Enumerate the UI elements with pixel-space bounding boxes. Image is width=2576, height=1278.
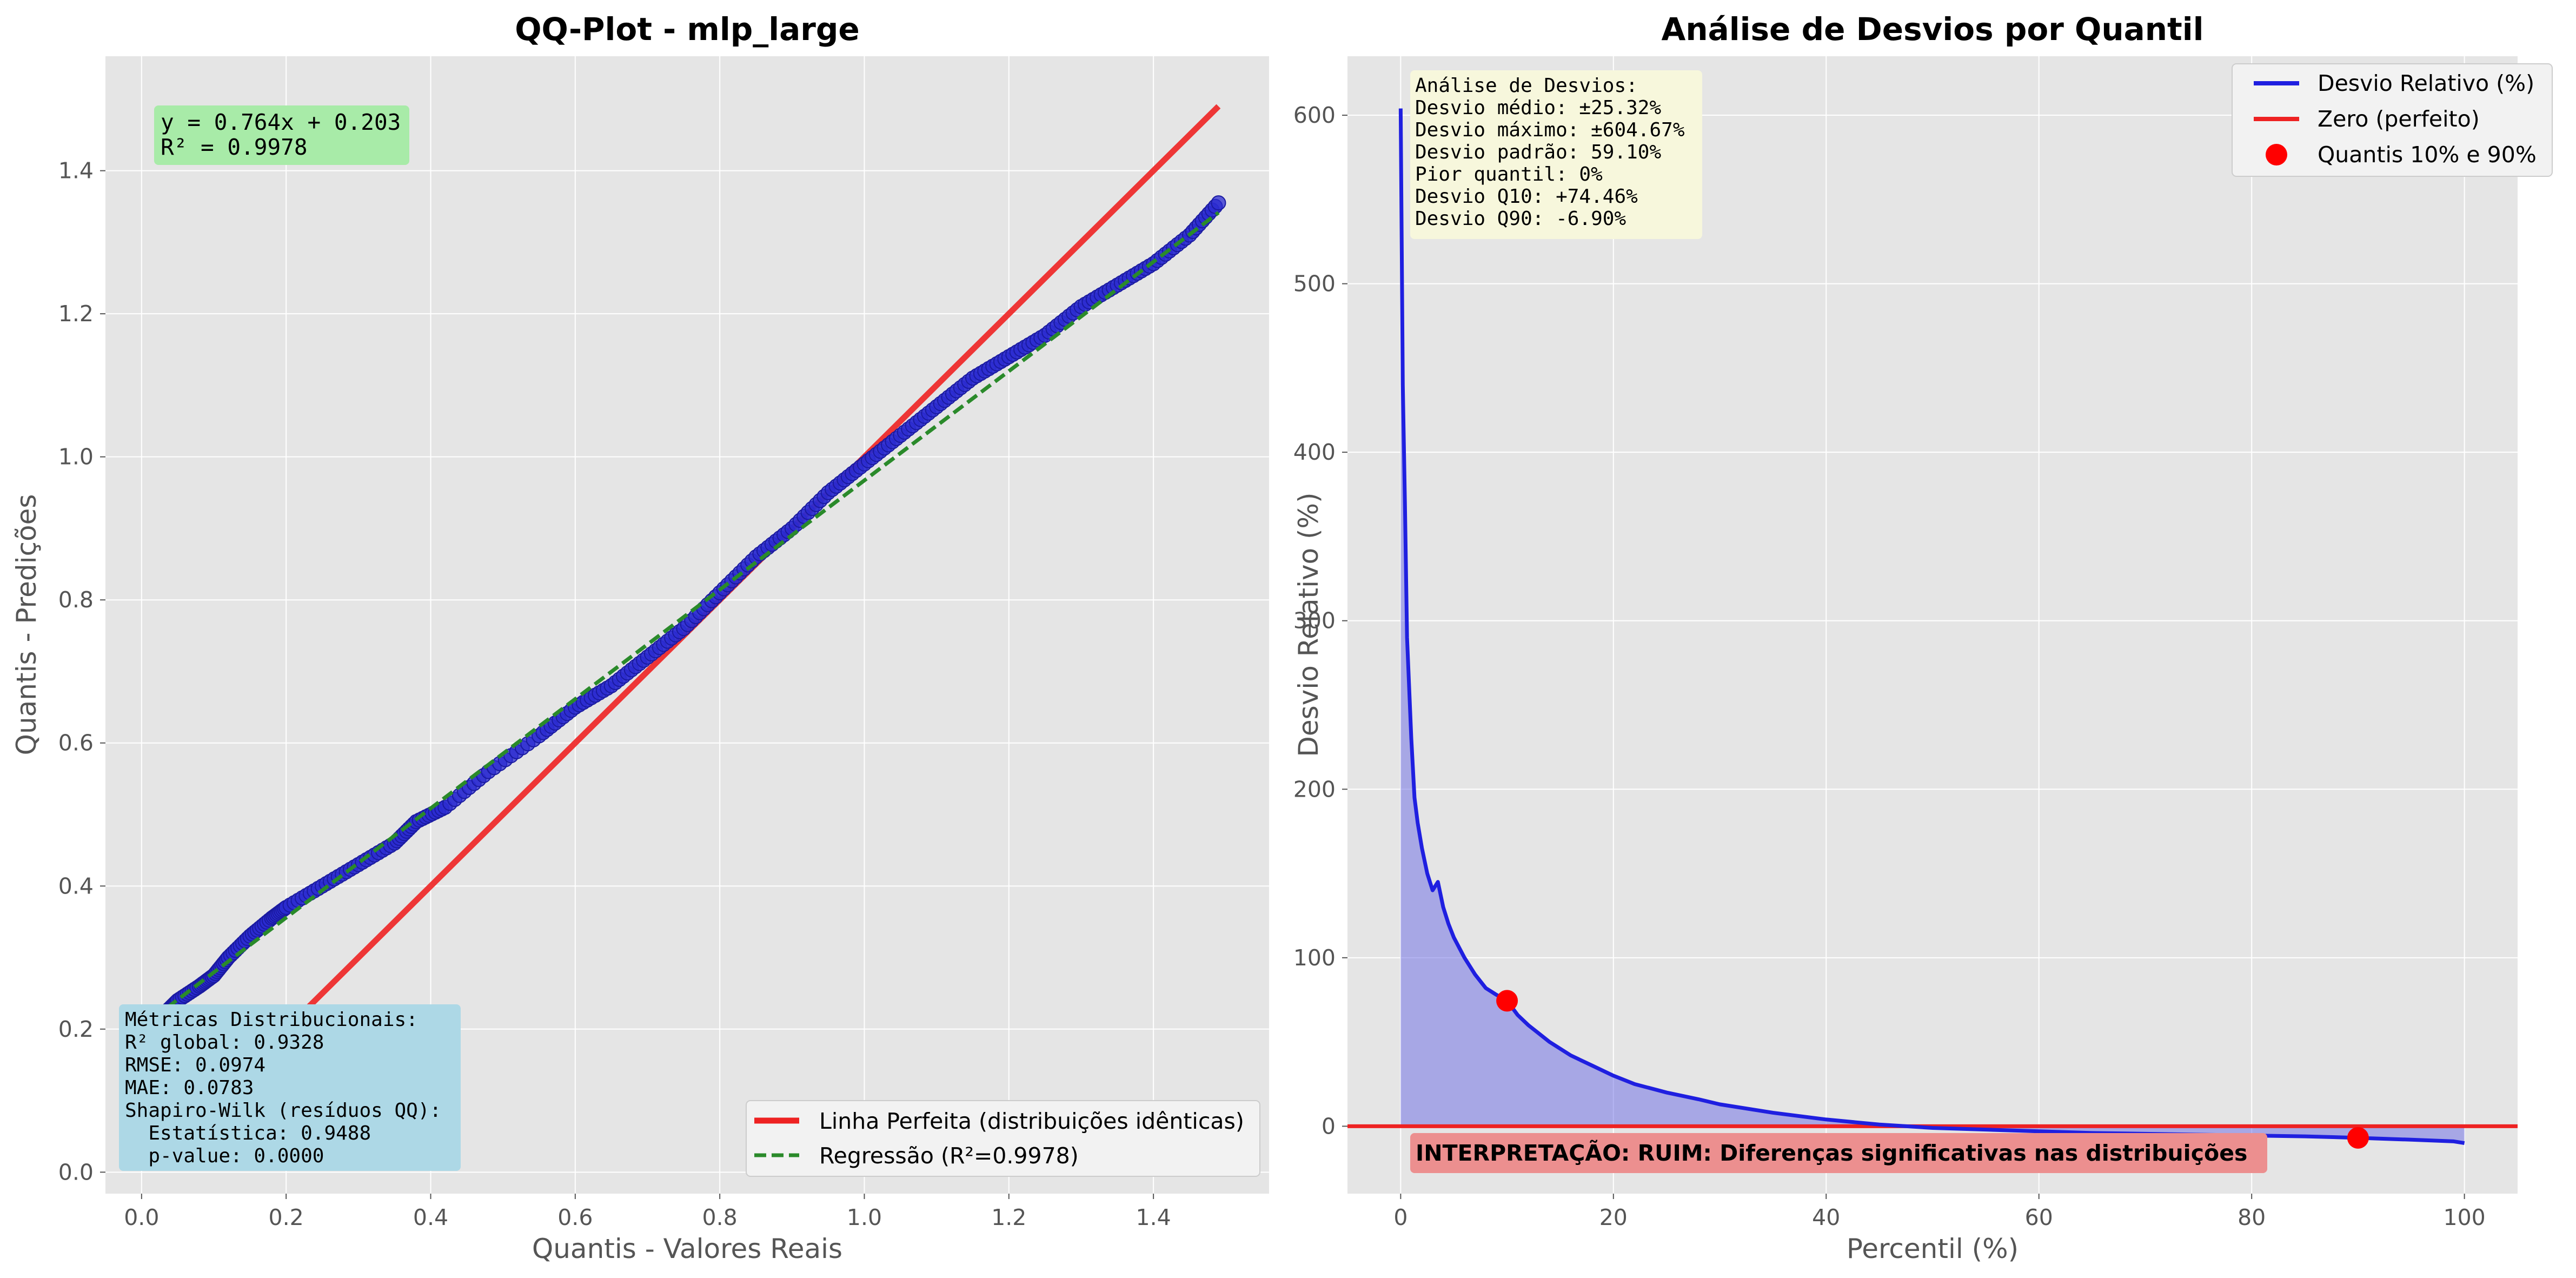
dv-y-tick-label: 0 [1322, 1113, 1336, 1139]
deviation-stats-box: Análise de Desvios: Desvio médio: ±25.32… [1410, 70, 1702, 239]
qq-gridlines [105, 56, 1269, 1194]
qq-x-tick-label: 0.4 [413, 1204, 448, 1230]
dv-x-ticks: 0 20 40 60 80 100 [1393, 1194, 2486, 1230]
stats-line: Desvio Q10: +74.46% [1415, 186, 1638, 208]
regression-line [165, 211, 1220, 1010]
qq-x-tick-label: 0.0 [124, 1204, 159, 1230]
quantile-marker [1496, 990, 1518, 1012]
equation-box-background [154, 105, 409, 165]
qq-y-tick-label: 0.8 [58, 587, 94, 613]
metrics-line: MAE: 0.0783 [125, 1077, 254, 1099]
quantile-marker [2347, 1127, 2369, 1149]
legend-deviation-label: Desvio Relativo (%) [2318, 70, 2534, 96]
dv-x-tick-label: 100 [2444, 1204, 2486, 1230]
metrics-line: RMSE: 0.0974 [125, 1054, 265, 1076]
qq-y-tick-label: 0.0 [58, 1159, 94, 1185]
metrics-line: Métricas Distribucionais: [125, 1009, 418, 1031]
metrics-box: Métricas Distribucionais: R² global: 0.9… [119, 1004, 461, 1171]
qq-plot-panel: 0.0 0.2 0.4 0.6 0.8 1.0 1.2 1.4 0.0 0.2 0.4 0.6 0.8… [11, 11, 1269, 1264]
dv-y-tick-label: 100 [1293, 945, 1336, 971]
deviation-area [1400, 108, 2465, 1143]
dv-legend: Desvio Relativo (%) Zero (perfeito) Quan… [2232, 63, 2553, 177]
qq-y-tick-label: 0.4 [58, 873, 94, 899]
metrics-line: Estatística: 0.9488 [125, 1122, 371, 1144]
qq-y-tick-label: 0.6 [58, 730, 94, 756]
stats-line: Desvio padrão: 59.10% [1415, 141, 1661, 163]
dv-x-tick-label: 80 [2238, 1204, 2266, 1230]
metrics-line: R² global: 0.9328 [125, 1031, 324, 1054]
qq-y-tick-label: 1.2 [58, 301, 94, 327]
r2-line: R² = 0.9978 [161, 134, 308, 160]
dv-y-tick-label: 400 [1293, 439, 1336, 465]
dv-y-tick-label: 300 [1293, 608, 1336, 634]
qq-plot-title: QQ-Plot - mlp_large [515, 11, 860, 48]
metrics-box-background [119, 1004, 461, 1171]
dv-legend-frame [2232, 63, 2553, 177]
dv-x-tick-label: 60 [2025, 1204, 2053, 1230]
dv-x-tick-label: 40 [1812, 1204, 1840, 1230]
qq-points [159, 195, 1226, 1019]
dv-y-tick-label: 200 [1293, 776, 1336, 802]
legend-quantile-swatch [2266, 144, 2287, 165]
deviation-title: Análise de Desvios por Quantil [1661, 11, 2203, 48]
interpretation-background [1410, 1133, 2267, 1173]
stats-line: Desvio médio: ±25.32% [1415, 97, 1661, 119]
metrics-line: Shapiro-Wilk (resíduos QQ): [125, 1100, 441, 1122]
deviation-plot-area [1347, 56, 2518, 1194]
legend-quantile-label: Quantis 10% e 90% [2318, 142, 2537, 168]
dv-x-tick-label: 0 [1393, 1204, 1407, 1230]
dv-x-axis-label: Percentil (%) [1847, 1233, 2019, 1264]
legend-perfect-line-label: Linha Perfeita (distribuições idênticas) [819, 1108, 1244, 1134]
dv-y-ticks: 0 100 200 300 400 500 600 [1293, 102, 1347, 1139]
qq-y-ticks: 0.0 0.2 0.4 0.6 0.8 1.0 1.2 1.4 [58, 158, 105, 1185]
qq-x-tick-label: 0.6 [557, 1204, 593, 1230]
metrics-line: p-value: 0.0000 [125, 1145, 324, 1167]
qq-y-tick-label: 1.0 [58, 444, 94, 470]
qq-x-tick-label: 1.2 [991, 1204, 1026, 1230]
qq-x-tick-label: 0.8 [702, 1204, 738, 1230]
dv-y-axis-label: Desvio Relativo (%) [1293, 492, 1324, 757]
dv-y-tick-label: 600 [1293, 102, 1336, 128]
deviation-panel: 0 20 40 60 80 100 0 100 200 300 400 500 600 Análise… [1293, 11, 2553, 1264]
legend-zero-label: Zero (perfeito) [2318, 106, 2480, 132]
qq-legend: Linha Perfeita (distribuições idênticas)… [746, 1100, 1260, 1177]
dv-x-tick-label: 20 [1599, 1204, 1628, 1230]
qq-legend-frame [746, 1100, 1260, 1177]
interpretation-banner: INTERPRETAÇÃO: RUIM: Diferenças signific… [1410, 1133, 2267, 1173]
qq-x-tick-label: 0.2 [269, 1204, 304, 1230]
stats-box-background [1410, 70, 1702, 239]
qq-y-tick-label: 0.2 [58, 1016, 94, 1042]
qq-x-tick-label: 1.0 [847, 1204, 882, 1230]
equation-line: y = 0.764x + 0.203 [161, 109, 401, 135]
interpretation-text: INTERPRETAÇÃO: RUIM: Diferenças signific… [1416, 1140, 2247, 1166]
qq-y-tick-label: 1.4 [58, 158, 94, 184]
stats-line: Desvio máximo: ±604.67% [1415, 119, 1685, 141]
qq-x-tick-label: 1.4 [1136, 1204, 1171, 1230]
stats-line: Pior quantil: 0% [1415, 163, 1603, 186]
qq-x-axis-label: Quantis - Valores Reais [532, 1233, 842, 1264]
stats-line: Análise de Desvios: [1415, 75, 1638, 97]
legend-regression-label: Regressão (R²=0.9978) [819, 1143, 1079, 1169]
qq-y-axis-label: Quantis - Predições [11, 494, 42, 756]
dv-y-tick-label: 500 [1293, 271, 1336, 297]
stats-line: Desvio Q90: -6.90% [1415, 208, 1626, 230]
qq-x-ticks: 0.0 0.2 0.4 0.6 0.8 1.0 1.2 1.4 [124, 1194, 1171, 1230]
equation-box: y = 0.764x + 0.203 R² = 0.9978 [154, 105, 409, 165]
qq-point [1211, 195, 1226, 211]
